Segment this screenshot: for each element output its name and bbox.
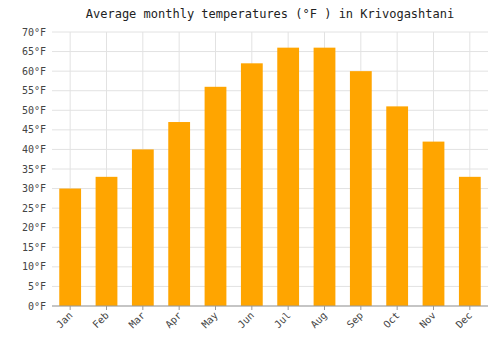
y-grid-line xyxy=(52,32,488,33)
y-tick-label: 60°F xyxy=(22,66,46,77)
x-tick xyxy=(324,306,325,310)
bar xyxy=(386,106,408,306)
bar xyxy=(350,71,372,306)
y-grid-line xyxy=(52,129,488,130)
bar xyxy=(423,142,445,306)
grid xyxy=(52,32,488,306)
x-tick xyxy=(142,306,143,310)
x-tick-label: Aug xyxy=(308,310,329,331)
x-axis-line xyxy=(52,306,488,307)
x-tick-label: Apr xyxy=(163,310,184,331)
y-tick-label: 15°F xyxy=(22,242,46,253)
x-tick xyxy=(360,306,361,310)
x-tick xyxy=(106,306,107,310)
y-tick-label: 30°F xyxy=(22,183,46,194)
x-tick xyxy=(469,306,470,310)
y-tick-label: 25°F xyxy=(22,203,46,214)
bars xyxy=(59,48,480,306)
x-tick xyxy=(288,306,289,310)
x-tick-label: Sep xyxy=(345,310,366,331)
y-grid-line xyxy=(52,90,488,91)
x-tick-label: Jul xyxy=(272,310,293,331)
x-tick-label: May xyxy=(199,310,220,331)
x-tick-label: Jun xyxy=(236,310,257,331)
y-grid-line xyxy=(52,110,488,111)
y-tick-label: 55°F xyxy=(22,85,46,96)
x-tick-label: Mar xyxy=(127,310,148,331)
y-grid-line xyxy=(52,306,488,307)
x-tick xyxy=(215,306,216,310)
y-tick-label: 20°F xyxy=(22,222,46,233)
y-tick-label: 0°F xyxy=(28,301,46,312)
chart: Average monthly temperatures (°F ) in Kr… xyxy=(0,0,500,350)
bar xyxy=(459,177,481,306)
y-grid-line xyxy=(52,71,488,72)
bar xyxy=(241,63,263,306)
y-grid-line xyxy=(52,51,488,52)
x-tick xyxy=(179,306,180,310)
bar xyxy=(132,149,154,306)
bar xyxy=(96,177,118,306)
bar xyxy=(314,48,336,306)
x-tick-label: Dec xyxy=(454,310,475,331)
y-tick-label: 35°F xyxy=(22,164,46,175)
y-tick-label: 65°F xyxy=(22,46,46,57)
y-tick-label: 5°F xyxy=(28,281,46,292)
y-tick-label: 70°F xyxy=(22,27,46,38)
x-tick xyxy=(70,306,71,310)
y-tick-label: 45°F xyxy=(22,124,46,135)
x-tick-label: Feb xyxy=(90,310,111,331)
y-tick-label: 10°F xyxy=(22,261,46,272)
bar xyxy=(59,189,81,306)
x-tick xyxy=(433,306,434,310)
x-tick-label: Nov xyxy=(417,310,438,331)
x-tick xyxy=(397,306,398,310)
bar xyxy=(168,122,190,306)
bar xyxy=(277,48,299,306)
y-tick-label: 40°F xyxy=(22,144,46,155)
x-tick-label: Jan xyxy=(54,310,75,331)
title: Average monthly temperatures (°F ) in Kr… xyxy=(86,7,454,21)
bar xyxy=(205,87,227,306)
y-tick-label: 50°F xyxy=(22,105,46,116)
x-tick xyxy=(251,306,252,310)
x-tick-label: Oct xyxy=(381,310,402,331)
